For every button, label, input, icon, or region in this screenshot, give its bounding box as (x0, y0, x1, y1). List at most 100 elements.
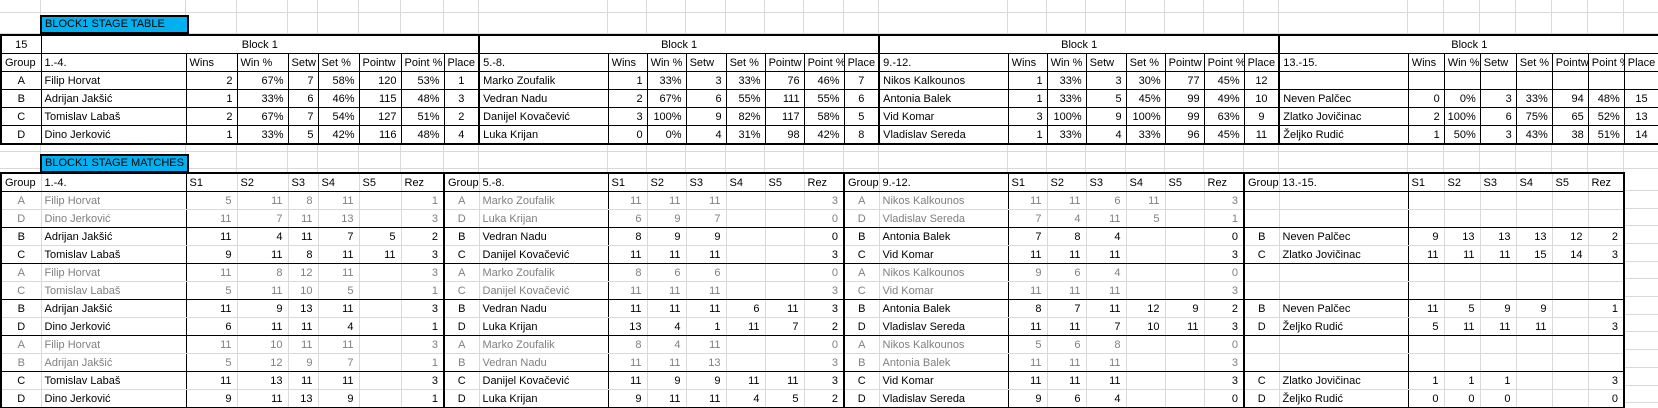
match-player-name-cell: Tomislav Labaš (41, 245, 187, 264)
set-score-cell: 9 (318, 389, 360, 408)
set-score-cell (359, 389, 402, 408)
set-score-cell (726, 281, 766, 300)
set-score-cell (726, 353, 766, 372)
match-player-name-cell (1279, 335, 1409, 354)
set-score-cell: 9 (186, 389, 238, 408)
set-score-cell (359, 353, 402, 372)
set-score-cell: 13 (1480, 227, 1517, 246)
set-column-header: S5 (1552, 173, 1589, 192)
match-group-cell: B (1244, 299, 1280, 318)
set-score-cell: 0 (1408, 389, 1445, 408)
set-score-cell: 5 (359, 227, 402, 246)
set-score-cell: 8 (1086, 335, 1127, 354)
set-score-cell: 8 (237, 263, 289, 282)
set-score-cell: 5 (765, 389, 805, 408)
stat-value-cell: 46% (803, 71, 845, 90)
match-group-cell: A (844, 191, 880, 210)
set-score-cell: 5 (186, 191, 238, 210)
group-letter-cell: D (0, 125, 42, 145)
set-score-cell: 11 (686, 389, 727, 408)
gridline (0, 33, 1658, 34)
group-column-header: Group (1, 173, 42, 192)
set-score-cell: 5 (1408, 317, 1445, 336)
stat-column-header: Setw (287, 53, 319, 72)
set-score-cell (1552, 191, 1589, 210)
place-cell (1623, 71, 1658, 90)
set-score-cell: 8 (1047, 227, 1087, 246)
stat-column-header: Set % (1515, 53, 1553, 72)
match-result-cell: 3 (401, 299, 445, 318)
set-score-cell (1480, 281, 1517, 300)
match-result-cell: 3 (1588, 245, 1625, 264)
place-cell: 1 (443, 71, 481, 90)
match-result-cell: 1 (1588, 299, 1625, 318)
set-score-cell: 11 (1086, 299, 1127, 318)
match-player-name-cell: Dino Jerković (41, 389, 187, 408)
match-result-cell (1588, 263, 1625, 282)
set-score-cell: 8 (1008, 299, 1048, 318)
set-score-cell: 11 (288, 371, 319, 390)
set-column-header: S5 (359, 173, 402, 192)
match-group-cell: A (1, 335, 42, 354)
set-score-cell (1165, 227, 1205, 246)
player-name-cell: Vladislav Sereda (878, 125, 1009, 145)
stat-value-cell: 3 (1007, 107, 1048, 126)
place-cell: 11 (1243, 125, 1281, 145)
set-score-cell (1516, 191, 1553, 210)
match-result-cell: 0 (1588, 389, 1625, 408)
stat-column-header: Setw (685, 53, 727, 72)
stat-value-cell: 6 (1479, 107, 1517, 126)
set-score-cell: 11 (1047, 191, 1087, 210)
set-score-cell (726, 263, 766, 282)
set-score-cell: 7 (1008, 227, 1048, 246)
stat-value-cell: 3 (685, 71, 727, 90)
place-cell: 13 (1623, 107, 1658, 126)
set-score-cell: 7 (318, 227, 360, 246)
set-score-cell (359, 299, 402, 318)
match-result-cell: 3 (401, 335, 445, 354)
set-score-cell: 11 (608, 299, 648, 318)
match-player-name-cell: Nikos Kalkounos (879, 191, 1009, 210)
set-score-cell: 12 (1126, 299, 1166, 318)
place-cell: 9 (1243, 107, 1281, 126)
match-group-cell: D (1244, 317, 1280, 336)
player-name-cell: Luka Krijan (478, 125, 609, 145)
set-score-cell (1165, 263, 1205, 282)
match-player-name-cell: Nikos Kalkounos (879, 335, 1009, 354)
stat-value-cell: 33% (1046, 89, 1087, 108)
set-score-cell: 10 (1126, 317, 1166, 336)
set-column-header: S4 (318, 173, 360, 192)
set-score-cell (359, 335, 402, 354)
match-result-cell: 3 (804, 299, 845, 318)
match-player-name-cell: Antonia Balek (879, 299, 1009, 318)
set-score-cell (1480, 209, 1517, 228)
set-score-cell: 9 (1008, 263, 1048, 282)
stat-value-cell: 3 (1085, 71, 1127, 90)
set-score-cell: 6 (1086, 191, 1127, 210)
match-group-cell: D (1244, 389, 1280, 408)
set-score-cell: 9 (647, 227, 687, 246)
block-header-cell: Block 1 (1278, 34, 1658, 54)
match-player-name-cell: Željko Rudić (1279, 389, 1409, 408)
group-letter-cell: B (0, 89, 42, 108)
stat-column-header: Place (843, 53, 881, 72)
match-group-cell: D (444, 389, 480, 408)
stat-value-cell: 7 (287, 71, 319, 90)
set-score-cell (765, 245, 805, 264)
set-score-cell: 1 (1480, 371, 1517, 390)
set-score-cell: 11 (686, 335, 727, 354)
stat-value-cell: 77 (1164, 71, 1205, 90)
set-score-cell: 11 (1516, 317, 1553, 336)
match-player-name-cell: Danijel Kovačević (479, 371, 609, 390)
match-result-cell: 1 (401, 353, 445, 372)
match-player-name-cell: Vladislav Sereda (879, 317, 1009, 336)
set-score-cell: 11 (1086, 353, 1127, 372)
set-column-header: S4 (1126, 173, 1166, 192)
set-score-cell: 4 (1086, 389, 1127, 408)
set-score-cell: 5 (186, 281, 238, 300)
match-group-cell: B (844, 227, 880, 246)
match-result-cell: 2 (804, 389, 845, 408)
set-score-cell: 12 (1552, 227, 1589, 246)
match-player-name-cell (1279, 281, 1409, 300)
